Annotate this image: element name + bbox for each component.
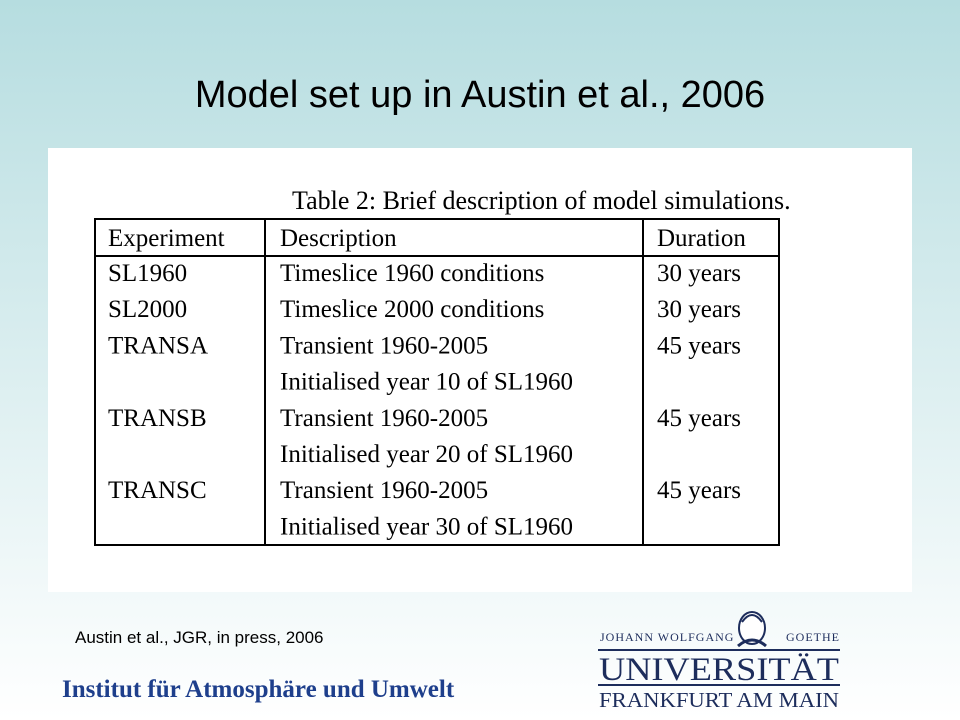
duration-cell: 45 years (657, 477, 741, 504)
institute-name: Institut für Atmosphäre und Umwelt (62, 676, 455, 703)
description-cell: Transient 1960-2005 (280, 477, 488, 504)
table-caption: Table 2: Brief description of model simu… (292, 186, 791, 215)
description-cell: Timeslice 2000 conditions (280, 296, 544, 323)
description-cell: Initialised year 10 of SL1960 (280, 369, 573, 396)
logo-city: FRANKFURT AM MAIN (599, 688, 839, 712)
header-cell: Duration (657, 225, 746, 252)
table-panel (48, 148, 912, 592)
table: Experiment Description Duration SL1960 30 ye… (94, 218, 780, 546)
logo-name: UNIVERSITÄT (599, 652, 839, 688)
citation: Austin et al., JGR, in press, 2006 (75, 628, 324, 647)
description-cell: Transient 1960-2005 (280, 405, 488, 432)
university-logo: JOHANN WOLFGANG GOETHE UNIVERSITÄT FRANK… (598, 611, 840, 712)
table-border (94, 218, 780, 546)
logo-top-right: GOETHE (786, 630, 840, 644)
experiment-cell: TRANSA (108, 332, 208, 359)
description-cell: Initialised year 20 of SL1960 (280, 441, 573, 468)
experiment-cell: TRANSC (108, 477, 207, 504)
header-cell: Experiment (108, 225, 225, 252)
description-cell: Transient 1960-2005 (280, 332, 488, 359)
experiment-cell: SL1960 (108, 260, 187, 287)
duration-cell: 45 years (657, 332, 741, 359)
portrait-icon (737, 611, 767, 648)
logo-top-left: JOHANN WOLFGANG (600, 630, 734, 644)
description-cell: Initialised year 30 of SL1960 (280, 513, 573, 540)
header-cell: Description (280, 225, 397, 252)
duration-cell: 45 years (657, 405, 741, 432)
description-cell: Timeslice 1960 conditions (280, 260, 544, 287)
experiment-cell: TRANSB (108, 405, 207, 432)
experiment-cell: SL2000 (108, 296, 187, 323)
slide-title: Model set up in Austin et al., 2006 (195, 74, 765, 116)
duration-cell: 30 years (657, 260, 741, 287)
duration-cell: 30 years (657, 296, 741, 323)
